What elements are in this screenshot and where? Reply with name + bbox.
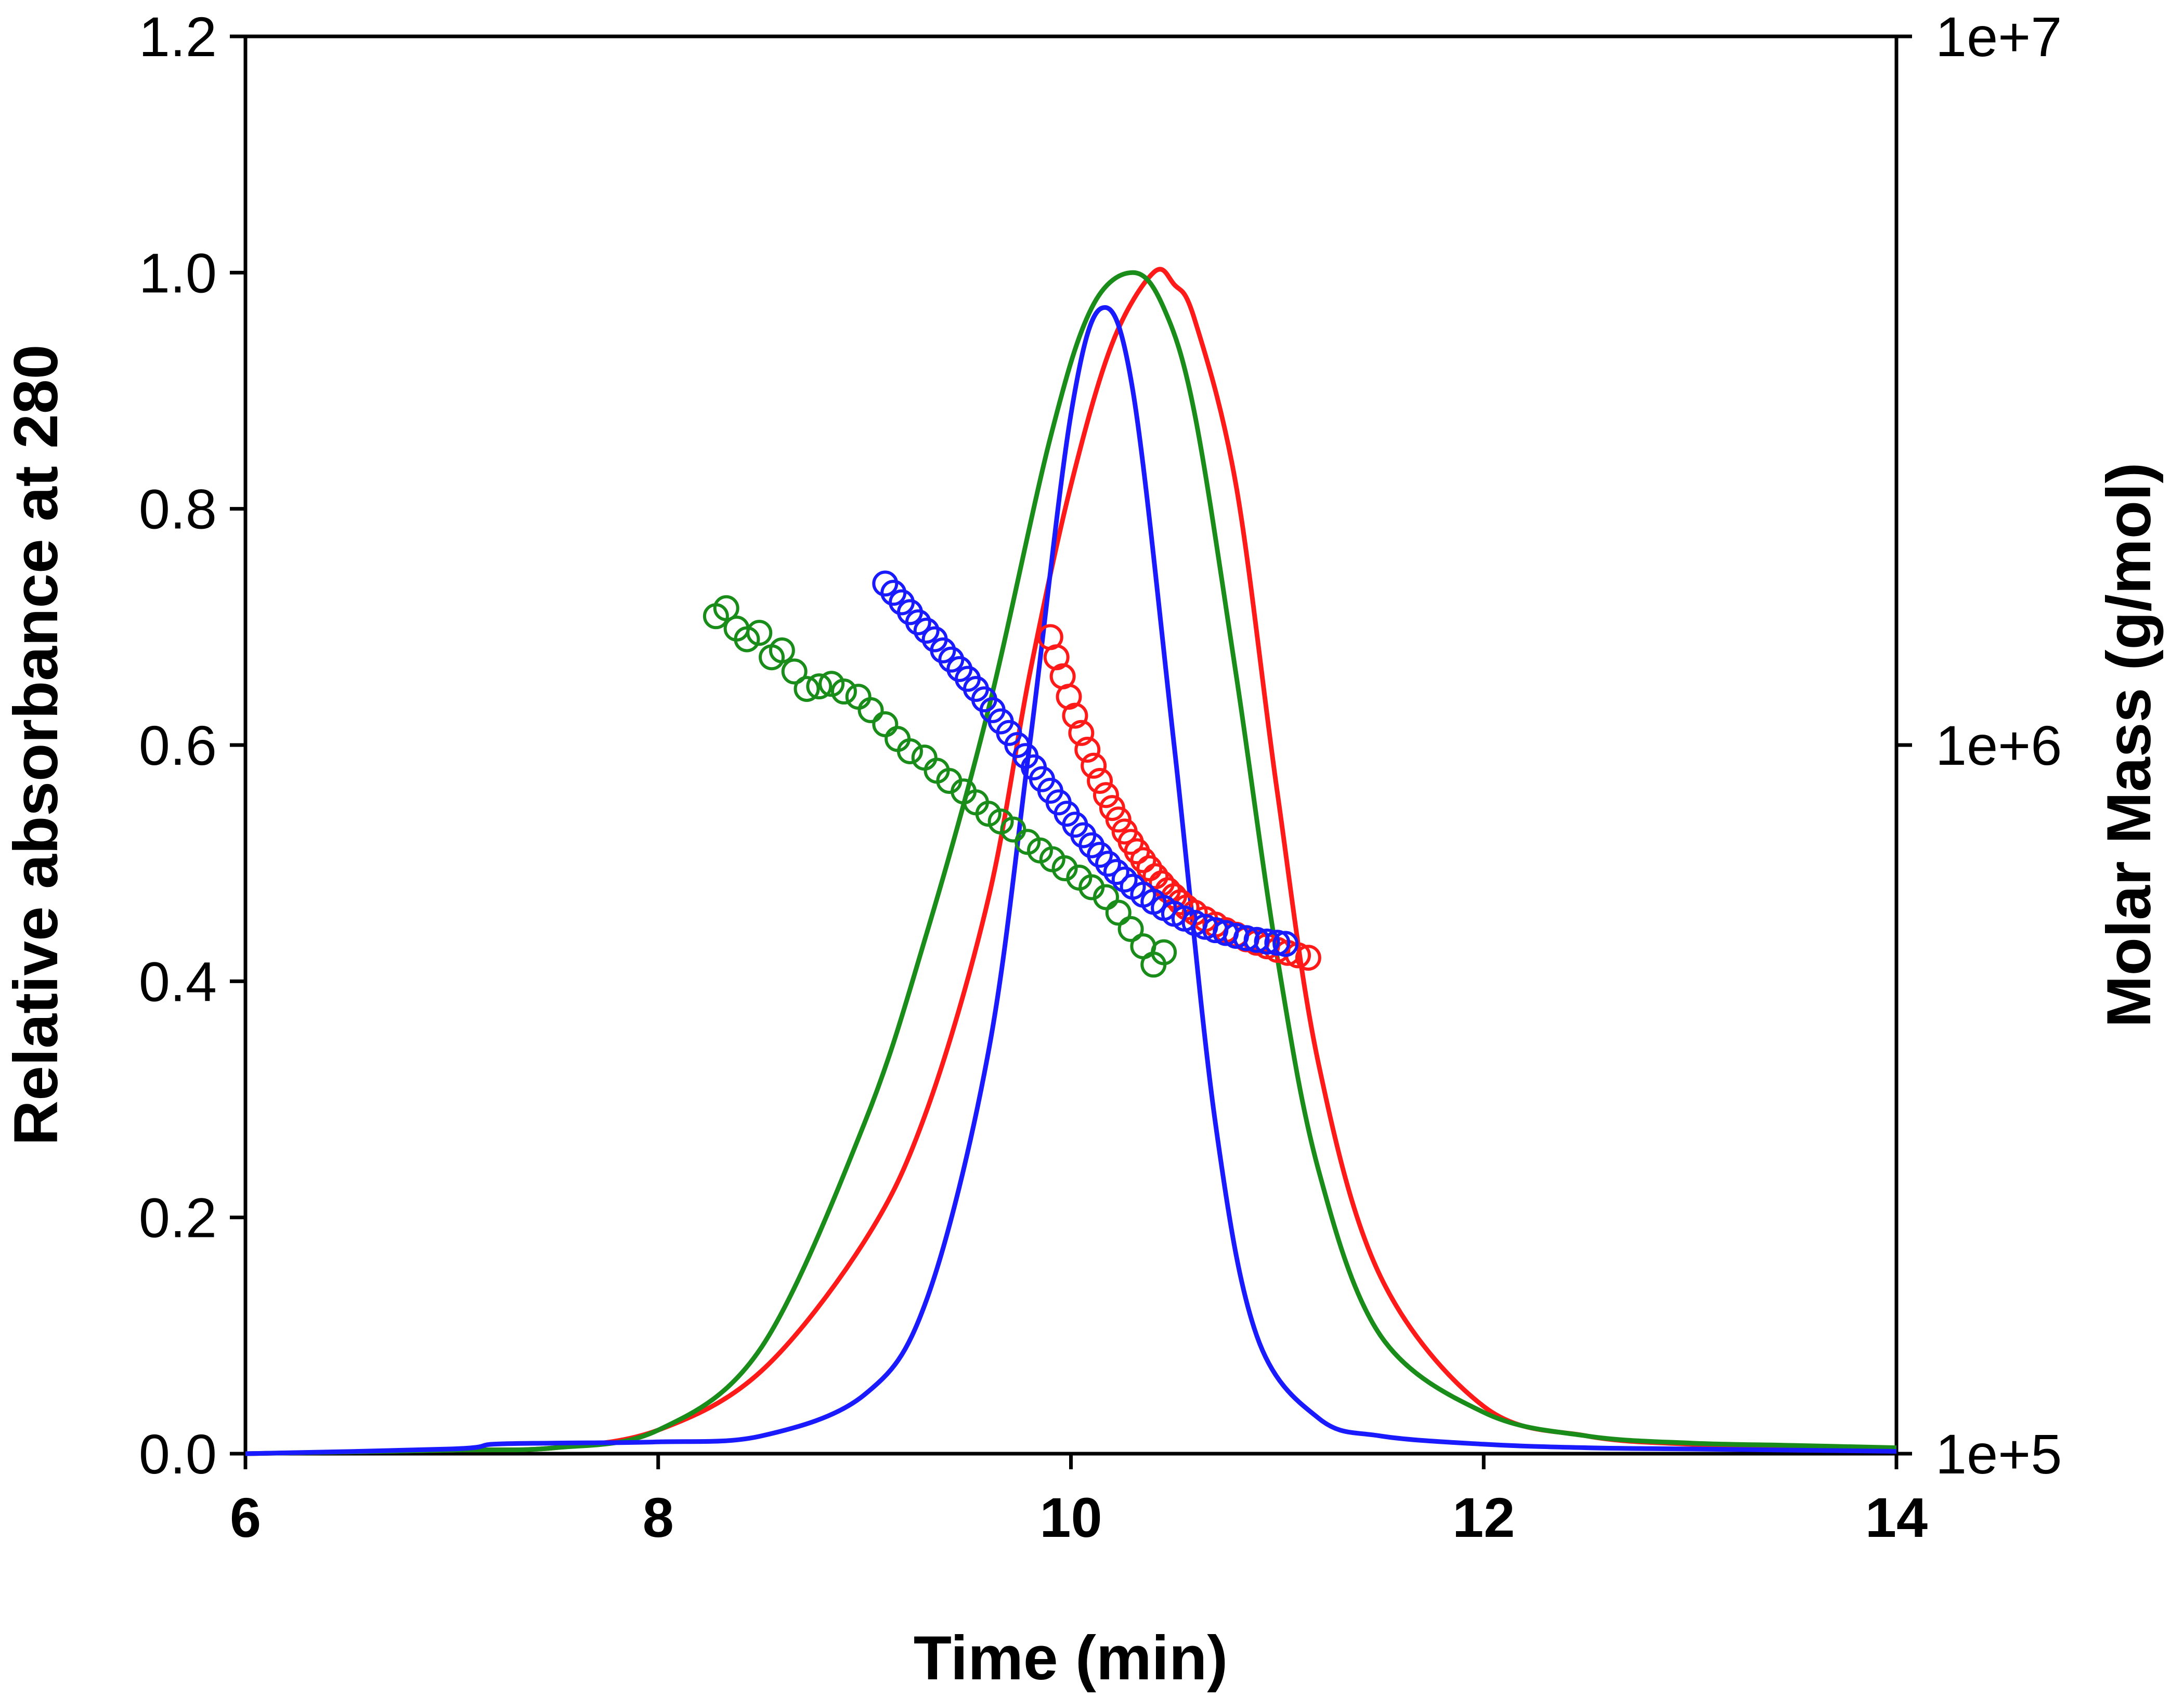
y2-tick-label: 1e+6 [1935, 714, 2062, 777]
y-tick-label: 0.8 [139, 478, 217, 541]
axis-ticks: 6 8 10 12 14 0.0 0.2 0.4 0.6 0.8 1.0 1.2 1e+5 1e+6 1e+… [139, 5, 2062, 1549]
x-tick-label: 8 [643, 1486, 674, 1549]
molar-mass-point-green [911, 745, 938, 771]
molar-mass-point-blue [872, 570, 899, 597]
molar-mass-point-blue [1272, 931, 1299, 957]
absorbance-curve-red [245, 267, 1897, 1456]
molar-mass-series [872, 570, 1299, 957]
molar-mass-point-green [769, 637, 795, 663]
molar-mass-point-red [1056, 684, 1082, 710]
molar-mass-point-blue [1233, 925, 1259, 951]
molar-mass-point-red [1130, 847, 1156, 873]
molar-mass-point-blue [1095, 851, 1121, 877]
molar-mass-point-green [896, 738, 923, 764]
molar-mass-point-green [713, 595, 739, 621]
y-tick-label: 1.0 [139, 241, 217, 304]
x-tick-label: 6 [230, 1486, 261, 1549]
molar-mass-point-blue [1111, 866, 1138, 893]
molar-mass-point-green [1151, 939, 1177, 965]
molar-mass-point-green [781, 658, 808, 685]
x-axis-title: Time (min) [914, 1623, 1228, 1693]
molar-mass-point-red [1295, 945, 1321, 971]
molar-mass-point-red [1081, 752, 1107, 779]
x-tick-label: 10 [1039, 1486, 1102, 1549]
molar-mass-point-green [857, 697, 884, 723]
molar-mass-point-red [1043, 644, 1070, 671]
molar-mass-point-green [1117, 916, 1144, 942]
molar-mass-point-green [734, 626, 760, 652]
y-tick-label: 0.0 [139, 1422, 217, 1485]
molar-mass-point-red [1074, 736, 1101, 763]
molar-mass-point-blue [1103, 859, 1129, 885]
y-tick-label: 0.2 [139, 1186, 217, 1249]
y2-tick-label: 1e+7 [1935, 5, 2062, 68]
molar-mass-point-blue [1243, 926, 1270, 953]
molar-mass-point-green [1105, 899, 1132, 926]
molar-mass-point-blue [905, 609, 931, 635]
molar-mass-point-green [885, 726, 911, 752]
molar-mass-point-green [1093, 884, 1119, 910]
molar-mass-series [703, 595, 1177, 978]
y-tick-label: 0.4 [139, 950, 217, 1013]
plot-frame [243, 34, 1899, 1456]
molar-mass-point-blue [930, 637, 956, 663]
molar-mass-point-green [872, 711, 899, 737]
molar-mass-point-red [1105, 806, 1132, 833]
molar-mass-point-red [1068, 720, 1095, 746]
molar-mass-point-blue [1254, 929, 1280, 955]
molar-mass-point-blue [913, 618, 940, 644]
molar-mass-markers [703, 570, 1321, 978]
molar-mass-point-green [1051, 855, 1078, 882]
molar-mass-point-green [794, 676, 820, 702]
molar-mass-point-green [746, 620, 773, 646]
x-tick-label: 14 [1865, 1486, 1928, 1549]
y-tick-label: 0.6 [139, 714, 217, 777]
molar-mass-point-blue [1264, 930, 1291, 956]
molar-mass-point-red [1087, 767, 1113, 794]
molar-mass-point-blue [1087, 842, 1113, 868]
molar-mass-point-green [830, 678, 857, 705]
x-tick-label: 12 [1452, 1486, 1515, 1549]
absorbance-curve-green [245, 270, 1897, 1456]
molar-mass-point-red [1093, 782, 1119, 808]
molar-mass-point-green [806, 673, 833, 700]
absorbance-curves [245, 267, 1897, 1456]
y-axis-title: Relative absorbance at 280 [1, 345, 71, 1146]
absorbance-curve-blue [245, 305, 1897, 1456]
molar-mass-point-green [845, 684, 872, 710]
molar-mass-point-red [1062, 702, 1088, 729]
y-tick-label: 1.2 [139, 5, 217, 68]
y2-axis-title: Molar Mass (g/mol) [2094, 463, 2164, 1028]
y2-tick-label: 1e+5 [1935, 1422, 2062, 1485]
